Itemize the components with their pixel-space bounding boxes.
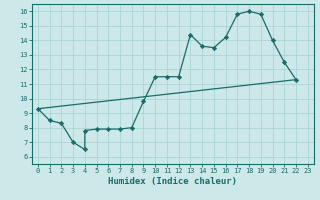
X-axis label: Humidex (Indice chaleur): Humidex (Indice chaleur) bbox=[108, 177, 237, 186]
